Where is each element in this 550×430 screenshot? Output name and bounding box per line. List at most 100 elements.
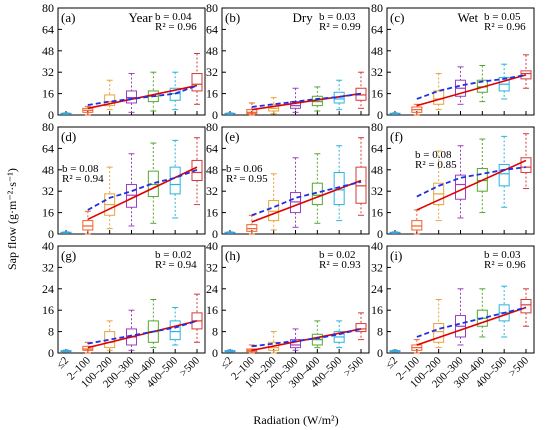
box-1	[411, 339, 423, 354]
panel-label: (a)	[61, 10, 75, 25]
y-tick-label: 16	[42, 303, 54, 317]
r2-annotation: R² = 0.94	[62, 173, 104, 185]
y-tick-label: 32	[206, 184, 218, 198]
x-tick-label: >500	[507, 354, 532, 379]
box-0	[224, 112, 236, 115]
r2-annotation: R² = 0.94	[155, 259, 197, 271]
box-1	[411, 209, 423, 235]
panel-title: Year	[129, 10, 154, 25]
box-iqr	[433, 323, 445, 343]
fit-line	[87, 84, 198, 110]
box-iqr	[520, 70, 532, 80]
y-tick-label: 16	[206, 303, 218, 317]
fit-line	[416, 306, 527, 346]
trend-dashed	[251, 180, 362, 217]
box-6	[191, 293, 203, 343]
slope-annotation: b = 0.05	[484, 11, 521, 23]
box-6	[520, 54, 532, 89]
box-iqr	[333, 171, 345, 206]
y-tick-label: 8	[212, 325, 218, 339]
box-4	[147, 71, 159, 112]
box-0	[389, 112, 401, 115]
box-iqr	[82, 345, 94, 351]
y-tick-label: 40	[371, 239, 383, 253]
box-2	[268, 173, 280, 231]
y-tick-label: 0	[48, 108, 54, 122]
y-tick-label: 0	[377, 346, 383, 360]
fit-line	[87, 320, 198, 349]
box-iqr	[355, 323, 367, 333]
slope-annotation: b = 0.06	[226, 163, 263, 175]
y-axis-label: Sap flow (g·m⁻²·s⁻¹)	[5, 168, 19, 270]
y-tick-label: 64	[371, 141, 383, 155]
box-3	[126, 153, 137, 227]
box-iqr	[104, 331, 116, 349]
y-tick-label: 0	[212, 108, 218, 122]
box-2	[104, 320, 116, 351]
y-tick-label: 64	[371, 22, 383, 36]
y-tick-label: 64	[206, 141, 218, 155]
box-iqr	[290, 339, 301, 349]
x-tick-label: ≤2	[218, 355, 235, 372]
box-3	[126, 309, 137, 351]
box-4	[147, 299, 159, 349]
y-tick-label: 16	[206, 206, 218, 220]
box-4	[311, 320, 323, 349]
y-tick-label: 32	[371, 260, 383, 274]
box-3	[455, 145, 466, 219]
trend-dashed	[87, 320, 198, 345]
box-4	[476, 288, 488, 338]
y-tick-label: 32	[371, 184, 383, 198]
box-6	[520, 133, 532, 190]
y-tick-label: 64	[206, 22, 218, 36]
box-3	[290, 87, 301, 113]
y-tick-label: 16	[206, 87, 218, 101]
r2-annotation: R² = 0.96	[155, 21, 197, 33]
r2-annotation: R² = 0.85	[415, 159, 457, 171]
box-5	[333, 145, 345, 222]
box-iqr	[191, 73, 203, 92]
trend-dashed	[87, 168, 198, 211]
r2-annotation: R² = 0.93	[319, 259, 361, 271]
box-iqr	[355, 166, 367, 204]
box-iqr	[191, 159, 203, 181]
box-0	[224, 231, 236, 234]
box-0	[60, 349, 72, 353]
y-tick-label: 48	[371, 44, 383, 58]
y-tick-label: 0	[212, 346, 218, 360]
y-tick-label: 24	[371, 282, 383, 296]
y-tick-label: 48	[206, 163, 218, 177]
box-5	[169, 139, 181, 219]
panel-label: (e)	[225, 129, 239, 144]
box-iqr	[520, 299, 532, 314]
y-tick-label: 80	[42, 1, 54, 15]
panel-label: (i)	[390, 248, 402, 263]
y-tick-label: 0	[212, 227, 218, 241]
x-tick-label: ≤2	[383, 355, 400, 372]
y-tick-label: 40	[42, 239, 54, 253]
box-3	[290, 328, 301, 351]
box-3	[290, 157, 301, 228]
y-tick-label: 16	[371, 303, 383, 317]
r2-annotation: R² = 0.96	[484, 259, 526, 271]
box-0	[224, 349, 236, 353]
box-iqr	[411, 220, 423, 231]
box-iqr	[520, 157, 532, 173]
y-tick-label: 64	[42, 22, 54, 36]
box-5	[498, 285, 510, 338]
box-1	[82, 210, 94, 235]
box-2	[433, 150, 445, 222]
y-tick-label: 16	[42, 206, 54, 220]
box-3	[455, 66, 466, 105]
panel-label: (c)	[390, 10, 404, 25]
box-iqr	[169, 320, 181, 341]
box-6	[520, 288, 532, 327]
slope-annotation: b = 0.03	[319, 11, 356, 23]
